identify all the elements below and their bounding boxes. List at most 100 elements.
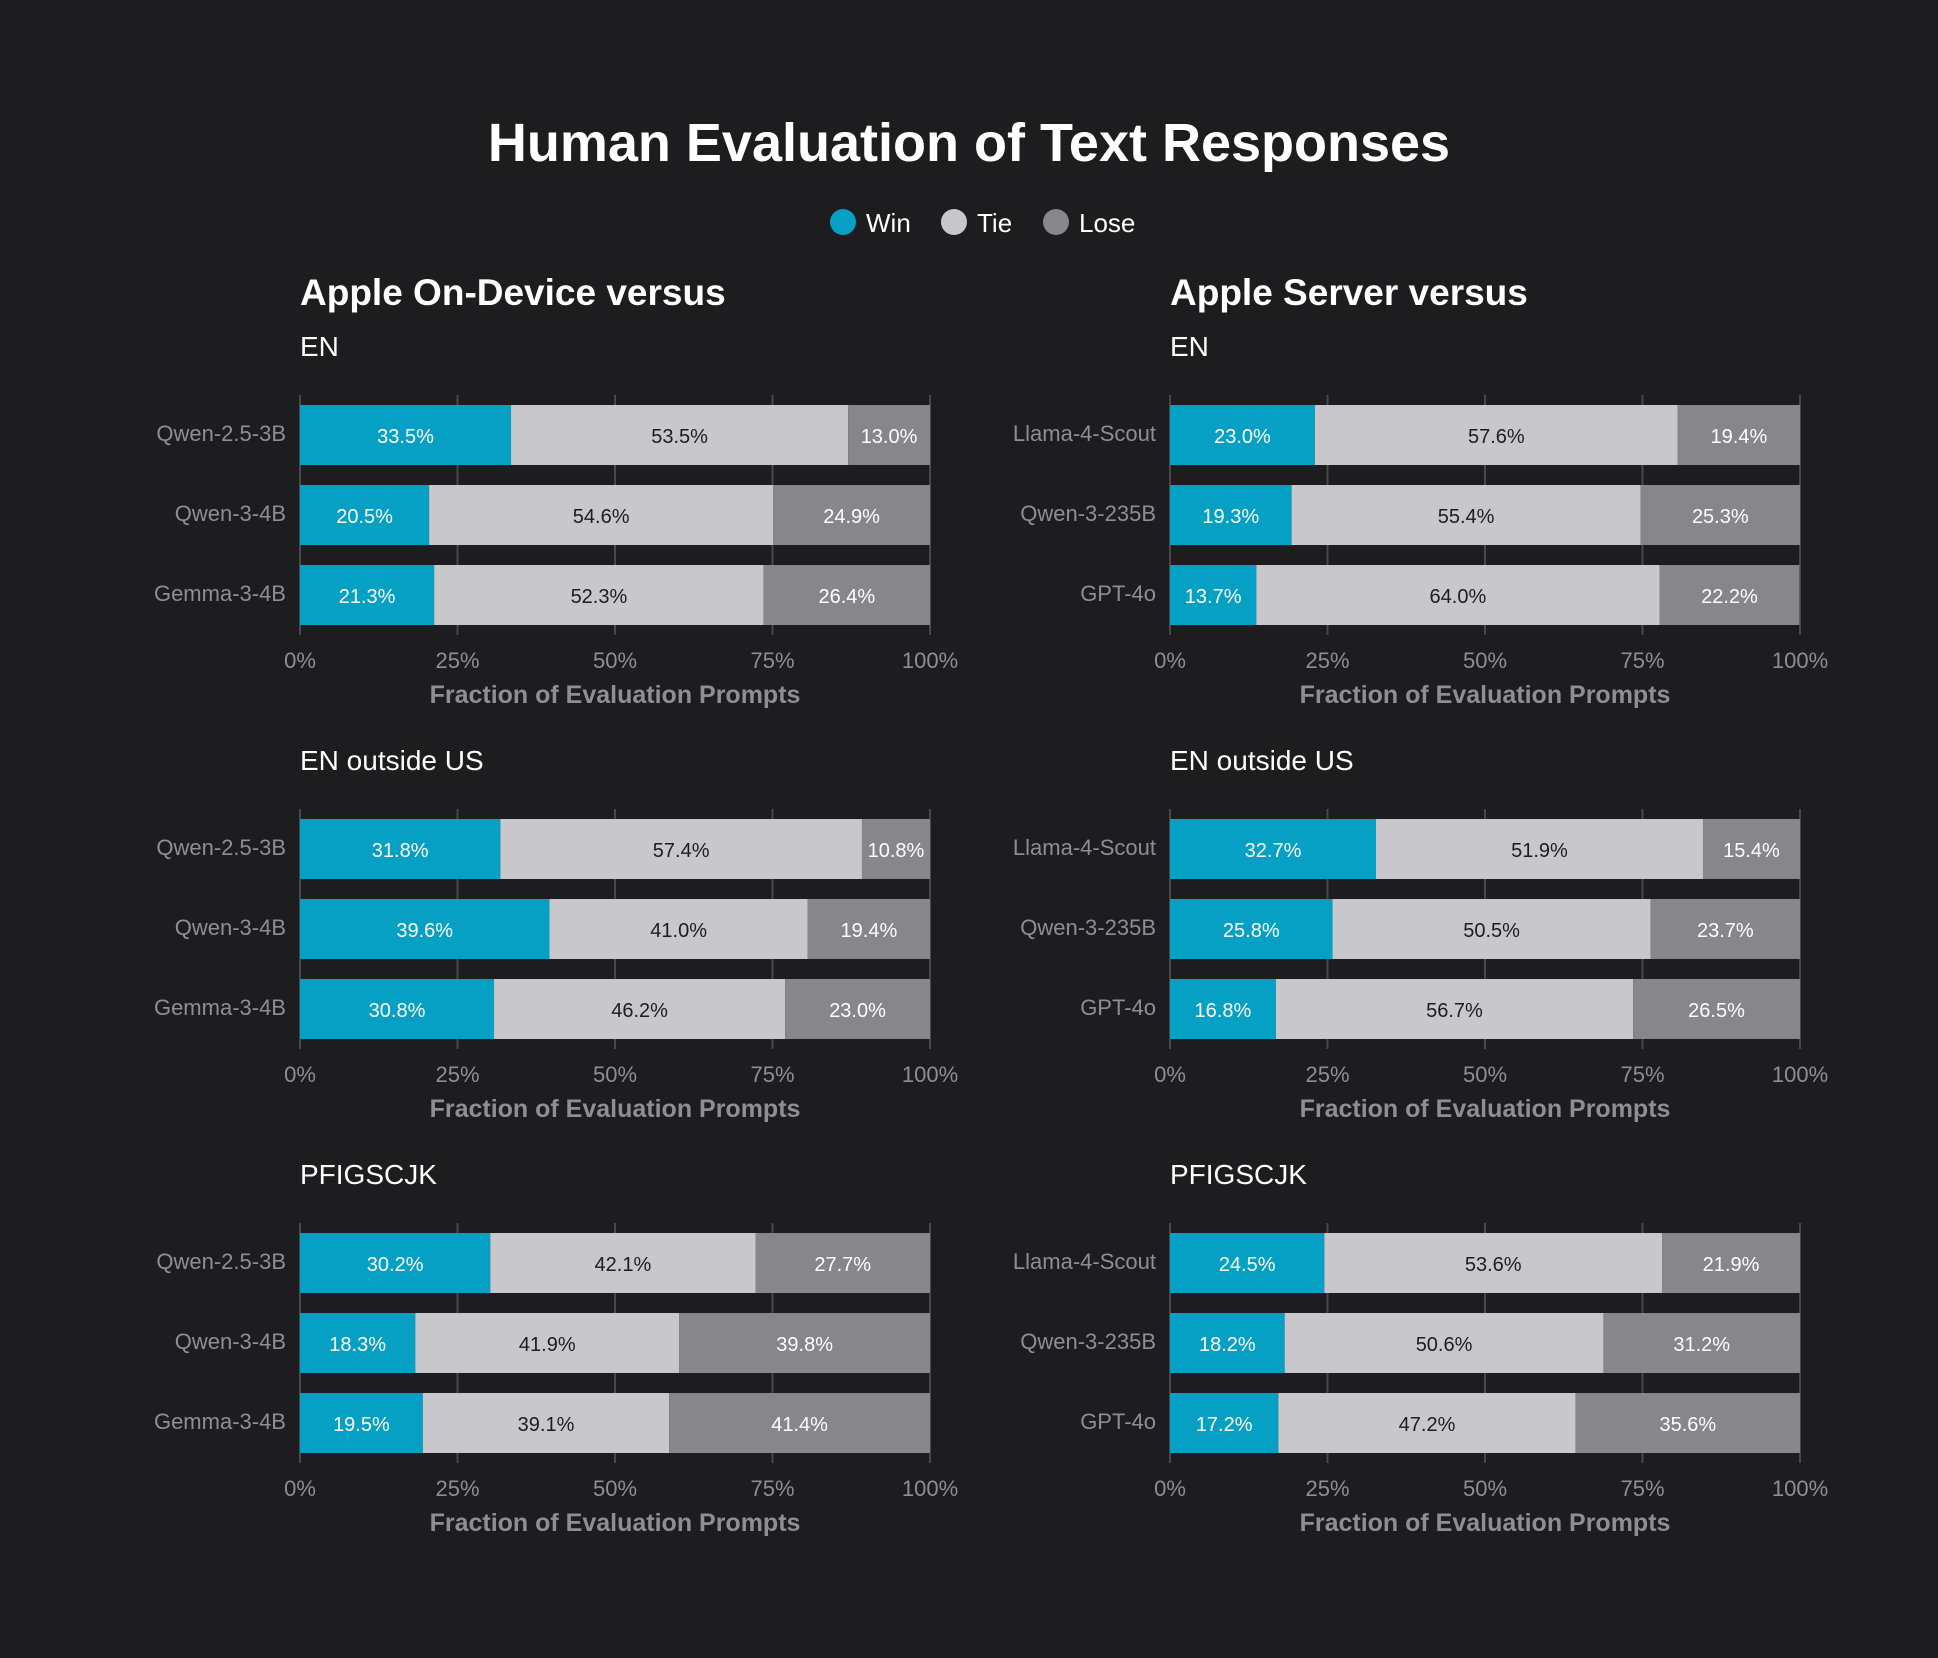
bar-segment-win [300,979,495,1039]
panel-5: PFIGSCJK 0% 25% 50% 75% 100% Qwen-2.5-3B 30.2% 4… [154,1159,958,1537]
x-tick-label: 25% [435,1476,479,1501]
bar-segment-win [1170,819,1377,879]
x-tick-label: 50% [593,648,637,673]
bar-segment-lose [669,1393,930,1453]
bar-segment-lose [807,899,930,959]
bar-segment-lose [1659,565,1800,625]
x-tick-label: 0% [1154,1062,1186,1087]
bar-value-label: 15.4% [1723,840,1780,862]
bar-value-label: 10.8% [868,840,925,862]
x-axis-label: Fraction of Evaluation Prompts [430,1095,801,1123]
bar-value-label: 19.4% [1711,426,1768,448]
x-axis-label: Fraction of Evaluation Prompts [430,681,801,709]
bar-segment-lose [773,485,930,545]
bar-segment-tie [490,1233,756,1293]
bar-value-label: 56.7% [1426,1000,1483,1022]
bar-segment-lose [861,819,930,879]
bar-segment-win [300,565,435,625]
category-label: Qwen-3-4B [175,501,286,526]
bar-segment-lose [1603,1313,1800,1373]
legend-swatch-tie [941,209,967,235]
bar-value-label: 53.5% [651,426,708,448]
bar-segment-lose [1575,1393,1800,1453]
x-tick-label: 25% [435,1062,479,1087]
bar-segment-win [1170,405,1315,465]
bar-segment-tie [1278,1393,1576,1453]
x-tick-label: 25% [1305,648,1349,673]
bar-value-label: 39.6% [396,920,453,942]
column-heading-on-device: Apple On-Device versus [300,272,726,313]
bar-segment-win [300,405,512,465]
bar-value-label: 57.4% [653,840,710,862]
x-tick-label: 100% [902,1476,958,1501]
panel-title: PFIGSCJK [300,1159,437,1190]
bar-value-label: 23.0% [829,1000,886,1022]
bar-value-label: 50.5% [1463,920,1520,942]
legend-label-win: Win [866,208,911,238]
x-axis-label: Fraction of Evaluation Prompts [1300,1095,1671,1123]
x-tick-label: 75% [1620,648,1664,673]
x-tick-label: 50% [1463,648,1507,673]
bar-value-label: 16.8% [1195,1000,1252,1022]
bar-value-label: 64.0% [1430,586,1487,608]
bar-value-label: 13.7% [1185,586,1242,608]
bar-segment-lose [1640,485,1800,545]
x-tick-label: 0% [1154,648,1186,673]
bar-segment-tie [511,405,849,465]
bar-value-label: 42.1% [595,1254,652,1276]
x-tick-label: 0% [284,648,316,673]
bar-value-label: 47.2% [1399,1414,1456,1436]
bar-segment-win [300,1233,491,1293]
x-tick-label: 100% [902,648,958,673]
bar-segment-lose [1650,899,1800,959]
bar-value-label: 35.6% [1660,1414,1717,1436]
bar-value-label: 22.2% [1701,586,1758,608]
bar-segment-lose [1677,405,1800,465]
bar-value-label: 25.8% [1223,920,1280,942]
x-axis-label: Fraction of Evaluation Prompts [1300,1509,1671,1537]
panel-3: EN outside US 0% 25% 50% 75% 100% Qwen-2.5-3B 3… [154,745,958,1123]
bar-segment-tie [500,819,862,879]
bar-segment-win [1170,1233,1325,1293]
bar-value-label: 31.2% [1673,1334,1730,1356]
bar-value-label: 19.5% [333,1414,390,1436]
x-tick-label: 100% [1772,648,1828,673]
bar-value-label: 25.3% [1692,506,1749,528]
panels: EN 0% 25% 50% 75% 100% Qwen-2.5-3B 33.5% 53.5% 13… [154,331,1828,1537]
panel-title: EN [1170,331,1209,362]
bar-value-label: 19.3% [1202,506,1259,528]
bar-value-label: 24.9% [823,506,880,528]
bar-segment-lose [755,1233,930,1293]
x-tick-label: 75% [750,648,794,673]
bar-segment-tie [1324,1233,1663,1293]
bar-segment-win [1170,899,1333,959]
legend-label-lose: Lose [1079,208,1135,238]
bar-value-label: 20.5% [336,506,393,528]
bar-segment-lose [1702,819,1800,879]
category-label: Gemma-3-4B [154,995,286,1020]
bar-value-label: 41.9% [519,1334,576,1356]
bar-segment-lose [763,565,930,625]
bar-segment-tie [549,899,808,959]
bar-value-label: 21.3% [339,586,396,608]
x-tick-label: 75% [1620,1476,1664,1501]
x-tick-label: 50% [593,1062,637,1087]
bar-segment-tie [494,979,786,1039]
x-tick-label: 0% [284,1062,316,1087]
x-tick-label: 75% [1620,1062,1664,1087]
bar-segment-lose [1662,1233,1800,1293]
x-axis-label: Fraction of Evaluation Prompts [430,1509,801,1537]
panel-title: EN [300,331,339,362]
panel-2: EN 0% 25% 50% 75% 100% Llama-4-Scout 23.0% 57.6%… [1013,331,1828,709]
bar-segment-win [1170,565,1257,625]
bar-segment-tie [422,1393,670,1453]
bar-segment-win [300,1313,416,1373]
category-label: Gemma-3-4B [154,1409,286,1434]
category-label: Qwen-3-4B [175,915,286,940]
x-tick-label: 25% [435,648,479,673]
bar-segment-win [1170,485,1292,545]
category-label: Qwen-2.5-3B [156,835,286,860]
bar-segment-lose [785,979,930,1039]
legend: Win Tie Lose [830,208,1135,238]
